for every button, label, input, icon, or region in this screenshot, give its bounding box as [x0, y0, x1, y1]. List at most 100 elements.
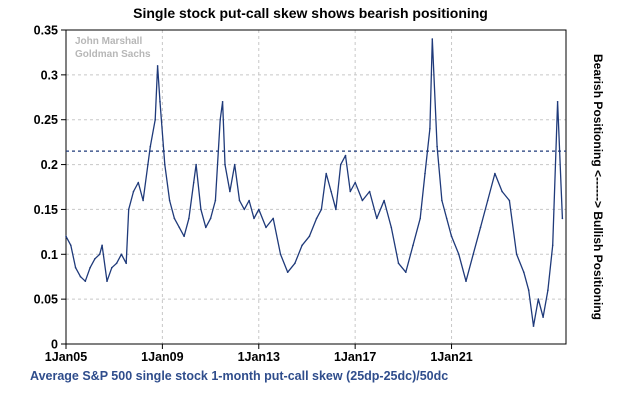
- data-point: [508, 199, 511, 202]
- data-point: [429, 127, 431, 130]
- y-tick-labels: 0 0.05 0.1 0.15 0.2 0.25 0.3 0.35: [34, 24, 58, 352]
- data-point: [486, 199, 489, 202]
- data-point: [515, 253, 518, 256]
- data-point: [154, 118, 156, 121]
- data-point: [349, 190, 352, 193]
- data-point: [279, 253, 282, 256]
- data-point: [248, 199, 250, 202]
- data-point: [127, 208, 130, 211]
- watermark-line-2: Goldman Sachs: [75, 49, 151, 60]
- data-point: [115, 262, 118, 265]
- data-point: [308, 235, 311, 238]
- data-point: [294, 262, 296, 265]
- data-point: [132, 190, 135, 193]
- data-point: [147, 163, 149, 166]
- data-point: [98, 253, 101, 256]
- data-point: [233, 163, 236, 166]
- data-point: [325, 172, 328, 175]
- data-point: [183, 235, 185, 238]
- data-point: [200, 208, 202, 211]
- x-tick-label: 1Jan21: [430, 350, 472, 364]
- data-point: [89, 266, 91, 269]
- data-point: [542, 316, 544, 318]
- data-point: [111, 266, 113, 269]
- data-point: [219, 118, 221, 121]
- data-point: [465, 280, 467, 283]
- data-point: [424, 172, 426, 175]
- x-tick-label: 1Jan05: [45, 350, 87, 364]
- y-tick-label: 0: [51, 338, 58, 352]
- data-point: [436, 145, 438, 148]
- x-axis-label: Average S&P 500 single stock 1-month put…: [30, 369, 449, 383]
- data-point: [494, 172, 496, 175]
- data-series: [65, 38, 564, 327]
- data-point: [405, 271, 407, 274]
- data-point: [137, 181, 140, 184]
- data-point: [361, 199, 364, 202]
- x-tick-label: 1Jan13: [238, 350, 280, 364]
- chart-title: Single stock put-call skew shows bearish…: [133, 5, 488, 21]
- data-point: [188, 217, 190, 220]
- data-point: [523, 271, 525, 274]
- data-point: [458, 253, 460, 256]
- data-point: [164, 163, 166, 166]
- x-tick-label: 1Jan09: [141, 350, 183, 364]
- data-point: [286, 271, 289, 274]
- data-point: [209, 217, 212, 220]
- data-point: [168, 199, 171, 202]
- data-point: [173, 217, 176, 220]
- data-point: [354, 181, 357, 184]
- data-point: [547, 289, 549, 292]
- data-point: [537, 298, 540, 300]
- data-point: [561, 217, 564, 220]
- data-point: [390, 226, 393, 229]
- data-point: [229, 190, 231, 193]
- data-point: [65, 235, 67, 238]
- data-point: [149, 145, 152, 148]
- data-point: [335, 208, 337, 211]
- data-point: [265, 226, 267, 229]
- data-point: [330, 190, 332, 193]
- data-point: [441, 199, 443, 202]
- data-point: [106, 280, 108, 283]
- data-point: [125, 262, 127, 265]
- data-point: [320, 208, 323, 211]
- y-tick-label: 0.3: [41, 68, 58, 82]
- data-point: [221, 101, 224, 103]
- data-point: [301, 244, 303, 247]
- data-point: [479, 226, 482, 229]
- data-point: [527, 289, 530, 292]
- data-point: [368, 190, 371, 193]
- data-point: [376, 217, 378, 220]
- data-point: [195, 163, 197, 166]
- data-point: [101, 244, 103, 247]
- y-tick-label: 0.2: [41, 158, 58, 172]
- data-point: [243, 208, 246, 211]
- data-point: [178, 226, 181, 229]
- data-point: [472, 253, 475, 256]
- data-point: [272, 217, 275, 220]
- data-point: [431, 38, 434, 40]
- data-point: [501, 190, 503, 193]
- y-axis-label: Bearish Positioning <------> Bullish Pos…: [591, 54, 605, 320]
- data-point: [419, 217, 422, 220]
- watermark-line-1: John Marshall: [75, 36, 142, 47]
- data-point: [258, 208, 260, 211]
- data-point: [84, 280, 87, 283]
- data-point: [79, 275, 82, 278]
- data-point: [315, 217, 318, 220]
- data-point: [551, 244, 554, 247]
- y-tick-label: 0.25: [34, 113, 58, 127]
- y-tick-label: 0.05: [34, 293, 58, 307]
- data-point: [192, 181, 195, 184]
- data-point: [159, 101, 161, 103]
- y-tick-label: 0.15: [34, 203, 58, 217]
- data-point: [120, 253, 123, 256]
- data-point: [253, 217, 255, 220]
- x-tick-label: 1Jan17: [334, 350, 376, 364]
- data-point: [205, 226, 207, 229]
- y-tick-label: 0.35: [34, 24, 58, 38]
- data-point: [556, 101, 559, 103]
- axes-ticks: [61, 29, 453, 349]
